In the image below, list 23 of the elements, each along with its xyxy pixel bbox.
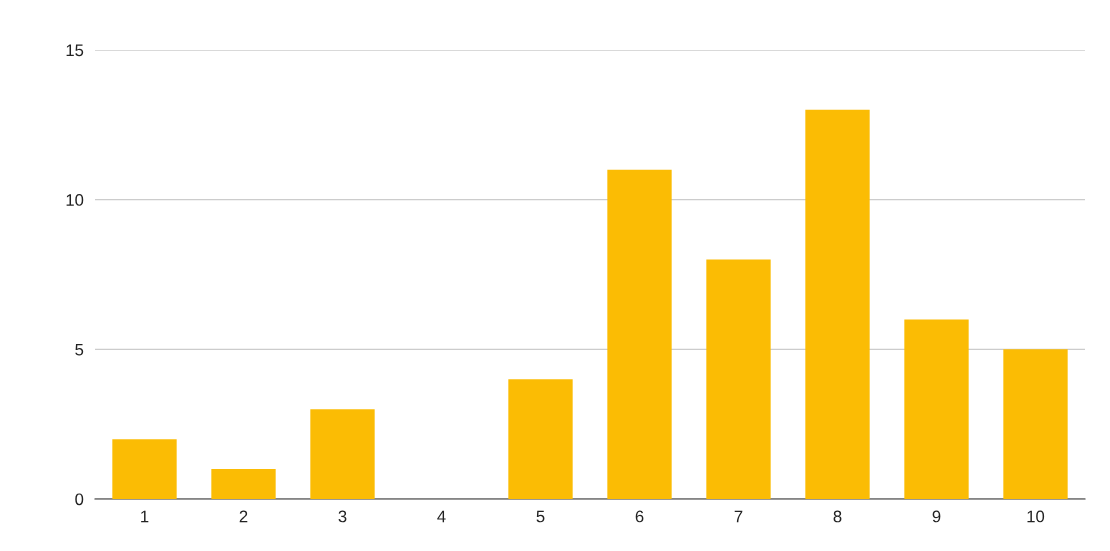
y-tick-label: 5: [75, 343, 84, 356]
bar: [706, 259, 771, 499]
bar: [904, 319, 969, 499]
x-tick-label: 8: [833, 510, 842, 523]
bar: [607, 169, 672, 499]
y-tick-label: 10: [66, 194, 84, 206]
x-tick-label: 1: [141, 510, 149, 523]
bar: [805, 109, 870, 499]
x-tick-label: 4: [437, 510, 446, 523]
y-tick-label: 15: [66, 44, 84, 57]
x-tick-label: 6: [635, 510, 644, 523]
x-tick-label: 7: [734, 510, 743, 523]
bar: [112, 439, 177, 499]
bar: [211, 469, 276, 499]
x-tick-label: 3: [338, 510, 347, 523]
x-tick-label: 9: [932, 510, 941, 523]
bar: [1003, 349, 1068, 499]
y-tick-label: 0: [75, 493, 84, 506]
x-tick-label: 5: [536, 510, 545, 523]
bar: [310, 409, 375, 499]
bar: [508, 379, 573, 499]
x-tick-label: 10: [1027, 510, 1045, 523]
x-tick-label: 2: [239, 510, 248, 523]
